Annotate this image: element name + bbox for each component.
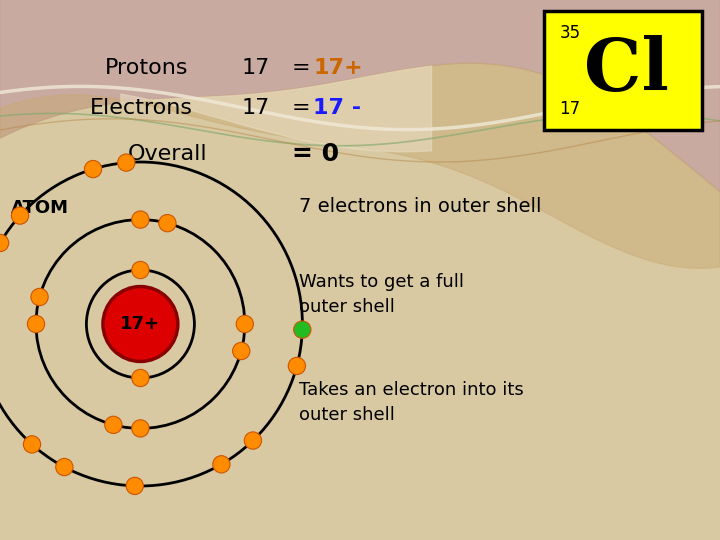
Ellipse shape — [117, 154, 135, 171]
Text: 17: 17 — [241, 98, 269, 118]
Ellipse shape — [132, 369, 149, 387]
Ellipse shape — [233, 342, 250, 360]
Text: Cl: Cl — [583, 35, 668, 106]
Text: 17 -: 17 - — [313, 98, 361, 118]
Text: 35: 35 — [559, 24, 580, 42]
Text: = 0: = 0 — [292, 142, 338, 166]
Text: Protons: Protons — [104, 57, 188, 78]
Ellipse shape — [236, 315, 253, 333]
Text: Electrons: Electrons — [90, 98, 193, 118]
Ellipse shape — [288, 357, 305, 375]
Ellipse shape — [55, 458, 73, 476]
Ellipse shape — [132, 261, 149, 279]
Ellipse shape — [27, 315, 45, 333]
Text: 17+: 17+ — [313, 57, 363, 78]
Text: 17: 17 — [241, 57, 269, 78]
Text: Overall: Overall — [128, 144, 208, 164]
Ellipse shape — [12, 207, 29, 224]
Ellipse shape — [132, 420, 149, 437]
Ellipse shape — [103, 287, 178, 361]
Ellipse shape — [159, 214, 176, 232]
Text: 7 electrons in outer shell: 7 electrons in outer shell — [299, 197, 541, 216]
Ellipse shape — [31, 288, 48, 306]
Ellipse shape — [126, 477, 143, 495]
Text: 17+: 17+ — [120, 315, 161, 333]
Text: =: = — [292, 98, 318, 118]
Text: ATOM: ATOM — [11, 199, 69, 217]
Ellipse shape — [294, 321, 311, 338]
Ellipse shape — [104, 416, 122, 434]
Ellipse shape — [84, 160, 102, 178]
Text: =: = — [292, 57, 318, 78]
FancyBboxPatch shape — [544, 11, 702, 130]
Ellipse shape — [244, 432, 261, 449]
Text: 17: 17 — [559, 100, 580, 118]
Ellipse shape — [132, 211, 149, 228]
Text: Wants to get a full
outer shell: Wants to get a full outer shell — [299, 273, 464, 316]
Ellipse shape — [213, 456, 230, 473]
Text: Takes an electron into its
outer shell: Takes an electron into its outer shell — [299, 381, 523, 424]
Ellipse shape — [0, 234, 9, 252]
Ellipse shape — [23, 436, 40, 453]
